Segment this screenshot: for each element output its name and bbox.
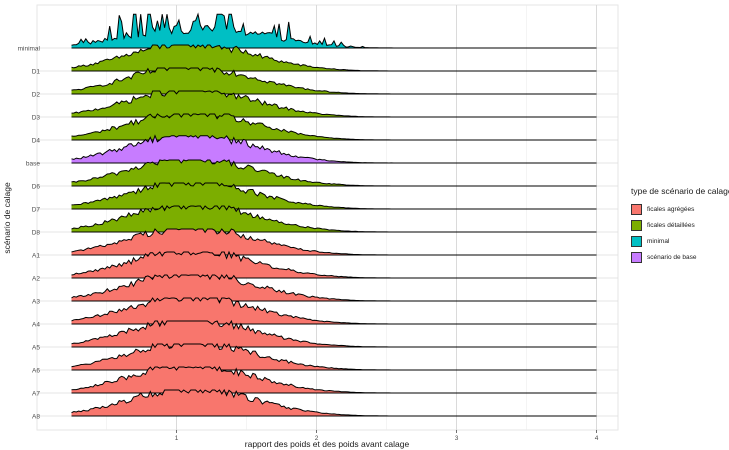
x-tick-label: 4 <box>595 435 599 442</box>
ridge-area-D1 <box>71 45 597 71</box>
ridge-area-D2 <box>71 68 597 94</box>
y-tick-label: D2 <box>32 92 41 99</box>
legend-item-base: scénario de base <box>631 249 729 265</box>
y-tick-label: D8 <box>32 230 41 237</box>
x-tick-label: 3 <box>455 435 459 442</box>
y-tick-label: base <box>26 161 40 168</box>
legend-item-agregees: ficales agrégées <box>631 201 729 217</box>
legend-key-detaillees <box>631 219 642 231</box>
legend-item-minimal: minimal <box>631 233 729 249</box>
ridge-area-D4 <box>71 114 597 140</box>
x-tick-label: 1 <box>175 435 179 442</box>
y-tick-label: A2 <box>32 276 40 283</box>
ridge-area-D7 <box>71 183 597 209</box>
legend-label: scénario de base <box>647 253 697 261</box>
ridge-area-base <box>71 135 597 163</box>
y-tick-label: D4 <box>32 138 41 145</box>
y-tick-label: D6 <box>32 184 41 191</box>
legend-label: minimal <box>647 237 670 245</box>
y-tick-label: A1 <box>32 253 40 260</box>
legend-item-detaillees: ficales détaillées <box>631 217 729 233</box>
ridges <box>71 12 597 417</box>
legend-key-agregees <box>631 203 642 215</box>
ridge-area-A2 <box>71 252 597 278</box>
ridge-area-A4 <box>71 298 597 324</box>
y-tick-label: A7 <box>32 391 40 398</box>
ridge-area-D3 <box>71 91 597 117</box>
ridge-area-D8 <box>71 206 597 232</box>
ridge-area-A5 <box>71 321 597 347</box>
legend-title: type de scénario de calage <box>631 186 729 196</box>
ridge-area-A7 <box>71 367 597 393</box>
ridge-area-A3 <box>71 275 597 301</box>
ridge-area-A6 <box>71 344 597 370</box>
x-tick-label: 2 <box>315 435 319 442</box>
y-tick-label: minimal <box>18 46 41 53</box>
legend-label: ficales détaillées <box>647 221 695 229</box>
legend-key-base <box>631 251 642 263</box>
y-tick-label: A6 <box>32 368 40 375</box>
y-tick-label: D3 <box>32 115 41 122</box>
y-tick-label: D1 <box>32 69 41 76</box>
y-tick-labels: minimal D1 D2 D3 D4 base D6 D7 D8 A1 A2 A3 A4 A5 A6 A7 A… <box>18 46 41 421</box>
x-axis-title: rapport des poids et des poids avant cal… <box>245 439 410 449</box>
ridge-area-D6 <box>71 160 597 186</box>
x-tick-labels: 1 2 3 4 <box>175 430 599 442</box>
ridge-area-A8 <box>71 390 597 416</box>
legend: type de scénario de calage ficales agrég… <box>631 186 729 265</box>
y-tick-label: A3 <box>32 299 40 306</box>
y-tick-label: A5 <box>32 345 40 352</box>
legend-key-minimal <box>631 235 642 247</box>
ridge-area-minimal <box>71 14 597 48</box>
y-axis-title: scénario de calage <box>2 182 12 254</box>
legend-label: ficales agrégées <box>647 205 695 213</box>
y-tick-label: A4 <box>32 322 40 329</box>
y-tick-label: A8 <box>32 414 40 421</box>
y-tick-label: D7 <box>32 207 41 214</box>
ridge-area-A1 <box>71 229 597 255</box>
